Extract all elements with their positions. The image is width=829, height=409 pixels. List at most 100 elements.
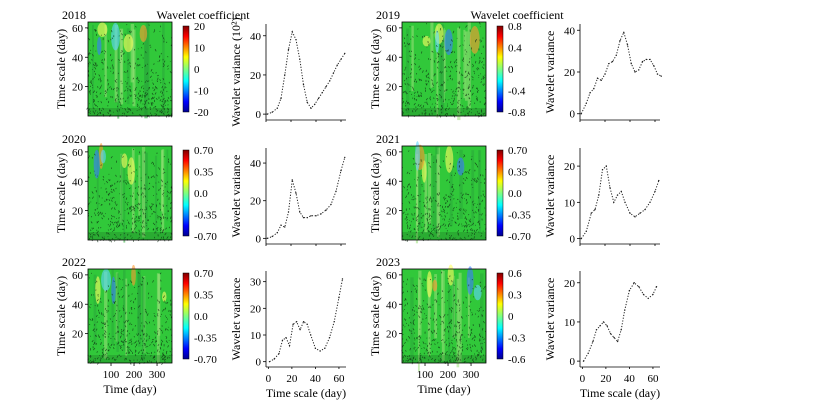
colorbar	[496, 272, 504, 360]
variance-ytick-label: 0	[256, 233, 262, 245]
variance-point	[335, 190, 337, 192]
heatmap-ytick-label: 20	[386, 329, 398, 341]
heatmap-blob	[131, 264, 136, 286]
colorbar-title: Wavelet coefficient	[470, 8, 564, 22]
colorbar-tick-label: -10	[194, 86, 209, 98]
colorbar-tick-label: 0.70	[508, 145, 528, 157]
variance-series-line	[583, 282, 657, 362]
heatmap-frame	[87, 145, 173, 241]
heatmap-stripe	[459, 149, 463, 219]
heatmap-dark-band	[402, 355, 486, 363]
wavelet-heatmap: 20 40 60 Time scale (day) 2018 20 10 0 -10 -20 Wav…	[54, 8, 250, 119]
heatmap-stripe	[416, 154, 419, 225]
heatmap-stripe	[417, 150, 422, 229]
variance-series-line	[269, 278, 343, 363]
heatmap-stripe	[120, 154, 123, 225]
variance-point	[611, 60, 614, 63]
variance-point	[310, 215, 312, 217]
heatmap-blob	[93, 149, 100, 179]
variance-point	[593, 87, 595, 90]
heatmap-stripe	[154, 155, 158, 234]
heatmap-stripe	[131, 148, 135, 233]
heatmap-stripe	[116, 273, 119, 353]
heatmap-stripe	[162, 23, 165, 115]
heatmap-stripe	[471, 150, 475, 226]
heatmap-stripe	[480, 273, 484, 352]
variance-point	[599, 325, 601, 327]
variance-point	[284, 226, 286, 228]
variance-point	[592, 340, 594, 343]
variance-ylabel: Wavelet variance	[543, 155, 557, 238]
colorbar-tick-label: 0.35	[194, 290, 214, 302]
heatmap-stripe	[93, 274, 97, 344]
heatmap-stripe	[141, 147, 146, 238]
heatmap-blob	[435, 30, 440, 53]
variance-point	[325, 209, 327, 211]
variance-point	[306, 216, 308, 219]
variance-point	[605, 165, 607, 167]
heatmap-stripe	[434, 274, 438, 339]
colorbar	[182, 272, 190, 360]
heatmap-blob	[111, 22, 120, 51]
variance-point	[340, 58, 342, 60]
variance-point	[609, 187, 611, 189]
variance-point	[613, 336, 615, 339]
variance-point	[344, 156, 346, 159]
heatmap-stripe	[138, 274, 142, 334]
variance-xlabel: Time scale (day)	[266, 386, 346, 400]
variance-ytick-label: 0	[570, 234, 576, 246]
colorbar-tick-label: -0.3	[508, 333, 526, 345]
heatmap-xtick-label: 200	[440, 369, 457, 381]
variance-point	[624, 201, 626, 204]
variance-point	[306, 323, 308, 326]
colorbar-tick-label: 0	[194, 64, 200, 76]
heatmap-stripe	[147, 22, 150, 101]
variance-xtick-label: 60	[333, 373, 345, 385]
variance-plot: 0 10 20 Wavelet variance	[543, 148, 660, 246]
heatmap-ytick-label: 20	[72, 82, 84, 94]
colorbar-tick-label: 0.35	[508, 167, 528, 179]
heatmap-stripe	[411, 25, 414, 92]
variance-ytick-label: 0	[570, 356, 576, 368]
heatmap-ytick-label: 40	[72, 52, 84, 64]
variance-point	[649, 58, 651, 61]
variance-point	[291, 31, 293, 33]
variance-point	[642, 293, 645, 296]
variance-point	[284, 74, 286, 76]
heatmap-stripe	[137, 270, 140, 336]
colorbar-tick-label: 0.4	[508, 43, 522, 55]
wavelet-heatmap: 20 40 60 Time scale (day) 2022 100 200 300Time …	[54, 255, 217, 396]
variance-point	[266, 113, 268, 115]
variance-series-line	[580, 30, 662, 114]
colorbar-tick-label: -0.35	[194, 210, 217, 222]
year-label: 2022	[62, 255, 86, 269]
variance-point	[306, 101, 308, 104]
heatmap-blob	[469, 26, 480, 54]
heatmap-stripe	[449, 148, 453, 227]
heatmap-blob	[445, 145, 454, 173]
heatmap-stripe	[104, 24, 107, 98]
variance-point	[589, 92, 591, 94]
heatmap-stripe	[114, 24, 118, 103]
heatmap-ytick-label: 40	[72, 176, 84, 188]
heatmap-xlabel: Time (day)	[103, 382, 156, 396]
heatmap-stripe	[92, 24, 94, 109]
heatmap-blob	[466, 266, 474, 295]
heatmap-blob	[121, 153, 128, 169]
wavelet-heatmap: 20 40 60 Time scale (day) 2021 0.70 0.35 0.0 -0.…	[368, 132, 531, 244]
variance-point	[292, 323, 294, 326]
variance-point	[580, 113, 582, 115]
heatmap-blob	[123, 34, 134, 53]
heatmap-blob	[96, 36, 102, 56]
heatmap-blob	[111, 276, 116, 305]
variance-series-line	[267, 30, 346, 115]
colorbar-tick-label: 0	[508, 311, 514, 323]
variance-ylabel: Wavelet variance	[229, 155, 243, 238]
heatmap-dark-band	[88, 355, 172, 363]
variance-ylabel: Wavelet variance	[543, 31, 557, 114]
colorbar-tick-label: -0.70	[508, 231, 531, 243]
heatmap-dark-band	[88, 232, 172, 240]
variance-point	[288, 344, 291, 347]
